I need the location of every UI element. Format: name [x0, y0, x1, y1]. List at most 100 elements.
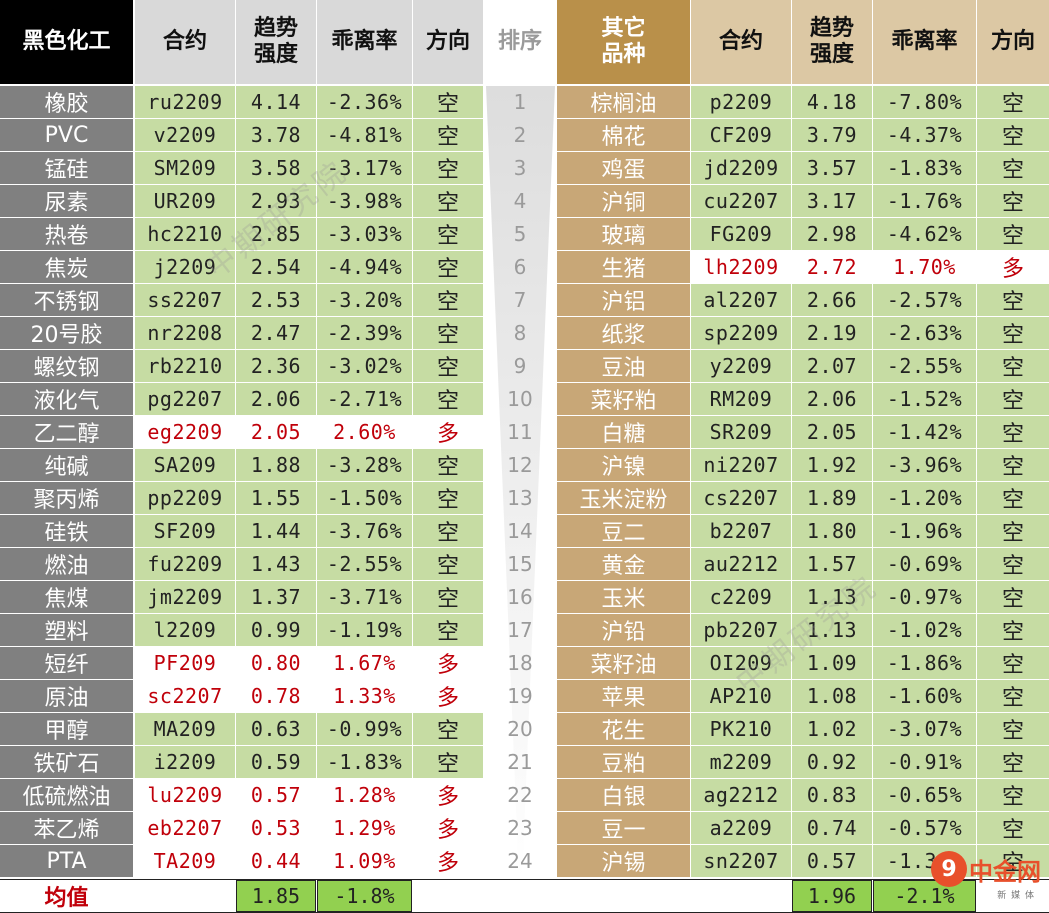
right-row-direction: 空 [977, 581, 1049, 613]
right-row-name: 棉花 [557, 119, 690, 151]
header-direction-left: 方向 [413, 0, 483, 84]
left-row-deviation: -1.50% [317, 482, 412, 514]
left-row-name: 甲醇 [0, 713, 133, 745]
rank-number: 5 [513, 222, 527, 246]
header-right-title: 其它 品种 [557, 0, 690, 84]
right-row-contract: SR209 [691, 416, 791, 448]
right-row-contract: au2212 [691, 548, 791, 580]
left-row-deviation: -4.81% [317, 119, 412, 151]
right-row-contract: p2209 [691, 86, 791, 118]
right-row-contract: PK210 [691, 713, 791, 745]
right-row-deviation: -1.02% [873, 614, 976, 646]
left-row-strength: 2.47 [236, 317, 316, 349]
left-row-name: 不锈钢 [0, 284, 133, 316]
right-row-name: 白银 [557, 779, 690, 811]
right-row-strength: 4.18 [792, 86, 872, 118]
left-row-name: 螺纹钢 [0, 350, 133, 382]
left-row-strength: 0.57 [236, 779, 316, 811]
right-row-deviation: -2.57% [873, 284, 976, 316]
rank-number: 24 [507, 849, 533, 873]
average-right-strength: 1.96 [792, 880, 872, 912]
right-row-contract: lh2209 [691, 251, 791, 283]
left-row-strength: 0.53 [236, 812, 316, 844]
right-row-name: 黄金 [557, 548, 690, 580]
left-row-direction: 多 [413, 416, 483, 448]
left-row-direction: 多 [413, 647, 483, 679]
right-row-direction: 空 [977, 416, 1049, 448]
right-row-deviation: -0.97% [873, 581, 976, 613]
right-row-direction: 空 [977, 713, 1049, 745]
left-row-contract: UR209 [135, 185, 235, 217]
right-row-direction: 空 [977, 86, 1049, 118]
right-row-deviation: -3.07% [873, 713, 976, 745]
right-row-direction: 空 [977, 284, 1049, 316]
left-row-name: 原油 [0, 680, 133, 712]
rank-number: 18 [507, 651, 533, 675]
rank-number: 23 [507, 816, 533, 840]
left-row-strength: 0.80 [236, 647, 316, 679]
left-row-name: 液化气 [0, 383, 133, 415]
left-row-contract: SF209 [135, 515, 235, 547]
left-row-direction: 空 [413, 449, 483, 481]
rank-number: 15 [507, 552, 533, 576]
right-row-strength: 1.02 [792, 713, 872, 745]
right-row-direction: 空 [977, 746, 1049, 778]
right-row-deviation: -1.83% [873, 152, 976, 184]
left-row-direction: 空 [413, 317, 483, 349]
left-row-direction: 多 [413, 779, 483, 811]
left-row-direction: 空 [413, 86, 483, 118]
left-row-direction: 多 [413, 680, 483, 712]
header-direction-right: 方向 [977, 0, 1049, 84]
average-left-deviation: -1.8% [317, 880, 412, 912]
right-row-strength: 1.80 [792, 515, 872, 547]
right-row-contract: a2209 [691, 812, 791, 844]
right-row-name: 豆二 [557, 515, 690, 547]
left-row-contract: TA209 [135, 845, 235, 877]
right-row-name: 沪镍 [557, 449, 690, 481]
right-row-direction: 空 [977, 614, 1049, 646]
left-row-contract: ru2209 [135, 86, 235, 118]
right-row-contract: cs2207 [691, 482, 791, 514]
left-row-contract: eg2209 [135, 416, 235, 448]
right-row-strength: 2.98 [792, 218, 872, 250]
left-row-strength: 2.85 [236, 218, 316, 250]
left-row-direction: 空 [413, 713, 483, 745]
rank-number: 14 [507, 519, 533, 543]
right-row-deviation: 1.70% [873, 251, 976, 283]
right-row-contract: CF209 [691, 119, 791, 151]
right-row-deviation: -2.63% [873, 317, 976, 349]
rank-number: 2 [513, 123, 527, 147]
left-row-contract: lu2209 [135, 779, 235, 811]
right-row-contract: cu2207 [691, 185, 791, 217]
right-row-strength: 2.07 [792, 350, 872, 382]
right-row-direction: 空 [977, 515, 1049, 547]
header-right-title-text: 其它 [601, 15, 646, 41]
right-row-name: 花生 [557, 713, 690, 745]
rank-number: 6 [513, 255, 527, 279]
left-row-direction: 空 [413, 119, 483, 151]
left-row-name: 20号胶 [0, 317, 133, 349]
left-row-strength: 0.44 [236, 845, 316, 877]
left-row-strength: 0.63 [236, 713, 316, 745]
right-row-contract: b2207 [691, 515, 791, 547]
left-row-contract: sc2207 [135, 680, 235, 712]
right-row-deviation: -0.69% [873, 548, 976, 580]
left-row-strength: 1.44 [236, 515, 316, 547]
right-row-deviation: -1.96% [873, 515, 976, 547]
right-row-direction: 空 [977, 185, 1049, 217]
right-row-contract: AP210 [691, 680, 791, 712]
left-row-strength: 2.54 [236, 251, 316, 283]
left-row-name: 聚丙烯 [0, 482, 133, 514]
right-row-deviation: -3.96% [873, 449, 976, 481]
right-row-direction: 空 [977, 482, 1049, 514]
left-row-deviation: -3.02% [317, 350, 412, 382]
rank-number: 21 [507, 750, 533, 774]
left-row-deviation: -2.55% [317, 548, 412, 580]
left-row-deviation: 2.60% [317, 416, 412, 448]
left-row-name: 硅铁 [0, 515, 133, 547]
left-row-strength: 1.55 [236, 482, 316, 514]
right-row-strength: 1.89 [792, 482, 872, 514]
left-row-deviation: 1.28% [317, 779, 412, 811]
rank-number: 20 [507, 717, 533, 741]
average-label: 均值 [44, 886, 89, 911]
